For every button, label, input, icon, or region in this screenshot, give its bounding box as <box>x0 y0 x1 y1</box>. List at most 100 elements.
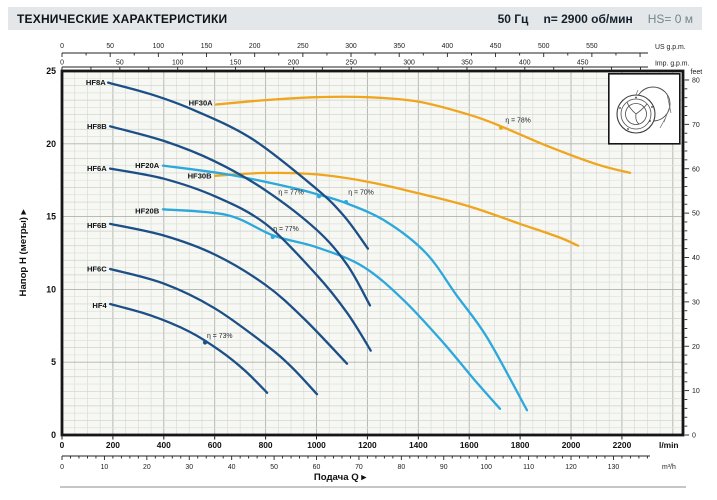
axis-tick-label: 1800 <box>511 440 530 450</box>
curve-HF6A <box>108 167 372 352</box>
axis-tick-label: 150 <box>230 60 242 67</box>
axis-tick-label: 200 <box>249 43 261 50</box>
axis-tick-label: 0 <box>51 430 56 440</box>
plot-border <box>60 69 685 437</box>
axis-tick-label: 70 <box>692 122 700 129</box>
axis-tick-label: 250 <box>297 43 309 50</box>
efficiency-dot <box>316 194 322 199</box>
curve-label-HF6C: HF6C <box>87 265 107 274</box>
curve-label-HF20B: HF20B <box>135 206 160 215</box>
axis-tick-label: 20 <box>692 344 700 351</box>
axis-tick-label: 800 <box>259 440 273 450</box>
efficiency-dot <box>343 199 349 205</box>
frequency-label: 50 Гц <box>497 11 529 26</box>
axis-tick-label: 10 <box>46 284 56 294</box>
axis-tick-label: 400 <box>157 440 171 450</box>
axis-tick-label: 20 <box>46 139 56 149</box>
axis-tick-label: 1400 <box>409 440 428 450</box>
axis-tick-label: 0 <box>692 433 696 440</box>
pump-drawing-part <box>619 107 621 109</box>
pump-drawing-part <box>651 106 653 108</box>
axis-tick-label: 0 <box>60 43 64 50</box>
axis-tick-label: 100 <box>172 60 184 67</box>
efficiency-label: η = 73% <box>207 333 232 340</box>
pump-housing-isometric-drawing <box>608 73 681 145</box>
efficiency-label: η = 70% <box>348 190 373 197</box>
efficiency-label: η = 78% <box>505 118 530 125</box>
axis-tick-label: 20 <box>143 464 151 471</box>
curve-HF6C <box>108 267 319 396</box>
curve-label-HF4: HF4 <box>92 301 107 310</box>
curve-HF20A <box>161 164 529 412</box>
pump-drawing-part <box>626 101 648 125</box>
axis-tick-label: 200 <box>288 60 300 67</box>
axis-tick-label: 60 <box>692 166 700 173</box>
axis-tick-label: 1600 <box>460 440 479 450</box>
x-axis-title: Подача Q ▸ <box>314 472 368 483</box>
axis-tick-label: 10 <box>692 388 700 395</box>
axis-tick-label: 2000 <box>562 440 581 450</box>
curve-HF30B <box>213 171 580 247</box>
curve-label-HF30A: HF30A <box>189 99 214 108</box>
axis-tick-label: 110 <box>523 464 534 471</box>
curve-label-HF20A: HF20A <box>135 161 160 170</box>
header-conditions: 50 Гц n= 2900 об/мин HS= 0 м <box>498 12 693 26</box>
curve-label-HF6B: HF6B <box>87 221 107 230</box>
axis-tick-label: 30 <box>185 464 193 471</box>
axis-tick-label: 50 <box>692 211 700 218</box>
axis-tick-label: 300 <box>345 43 357 50</box>
axis-tick-label: 2200 <box>613 440 632 450</box>
efficiency-dot <box>498 125 504 130</box>
axis-unit-label: m³/h <box>662 464 676 471</box>
curve-label-HF8B: HF8B <box>87 122 107 131</box>
suction-head-label: HS= 0 м <box>647 11 693 26</box>
axis-tick-label: 130 <box>608 464 620 471</box>
curve-HF6B <box>108 222 349 365</box>
page-title: ТЕХНИЧЕСКИЕ ХАРАКТЕРИСТИКИ <box>17 11 228 26</box>
pump-drawing-part <box>635 96 637 99</box>
axis-tick-label: 15 <box>46 212 56 222</box>
axis-tick-label: 450 <box>577 60 589 67</box>
axis-tick-label: 60 <box>313 464 321 471</box>
axis-tick-label: 30 <box>692 299 700 306</box>
header-band: ТЕХНИЧЕСКИЕ ХАРАКТЕРИСТИКИ 50 Гц n= 2900… <box>8 7 702 30</box>
pump-drawing-part <box>627 128 629 130</box>
axis-tick-label: 550 <box>586 43 598 50</box>
axis-tick-label: 40 <box>692 255 700 262</box>
axis-tick-label: 0 <box>60 60 64 67</box>
axis-tick-label: 300 <box>403 60 415 67</box>
speed-label: n= 2900 об/мин <box>543 11 633 26</box>
axis-tick-label: 50 <box>270 464 278 471</box>
curve-label-HF6A: HF6A <box>87 164 107 173</box>
axis-tick-label: 80 <box>692 78 700 85</box>
axis-tick-label: 0 <box>60 440 65 450</box>
axis-tick-label: 400 <box>519 60 531 67</box>
efficiency-dot <box>270 234 275 240</box>
pump-drawing-part <box>625 103 647 125</box>
axis-tick-label: 25 <box>46 66 56 76</box>
axis-tick-label: 100 <box>480 464 492 471</box>
axis-tick-label: 450 <box>490 43 502 50</box>
axis-tick-label: 250 <box>346 60 358 67</box>
efficiency-label: η = 77% <box>278 190 303 197</box>
axis-tick-label: 100 <box>153 43 165 50</box>
axis-tick-label: 500 <box>538 43 550 50</box>
curve-label-HF30B: HF30B <box>188 171 213 180</box>
axis-tick-label: 150 <box>201 43 213 50</box>
axis-tick-label: 120 <box>565 464 577 471</box>
axis-tick-label: 200 <box>106 440 120 450</box>
axis-tick-label: 50 <box>116 60 124 67</box>
pump-drawing-part <box>649 120 651 122</box>
pump-drawing-part <box>634 89 672 129</box>
axis-tick-label: 80 <box>398 464 406 471</box>
axis-tick-label: 1000 <box>307 440 326 450</box>
axis-unit-label: US g.p.m. <box>655 44 686 51</box>
axis-tick-label: 50 <box>106 43 114 50</box>
axis-tick-label: 90 <box>440 464 448 471</box>
curve-HF20B <box>161 208 502 410</box>
axis-tick-label: 70 <box>355 464 363 471</box>
curve-HF8A <box>106 81 370 250</box>
axis-unit-label: l/min <box>659 440 679 450</box>
axis-tick-label: 350 <box>393 43 405 50</box>
